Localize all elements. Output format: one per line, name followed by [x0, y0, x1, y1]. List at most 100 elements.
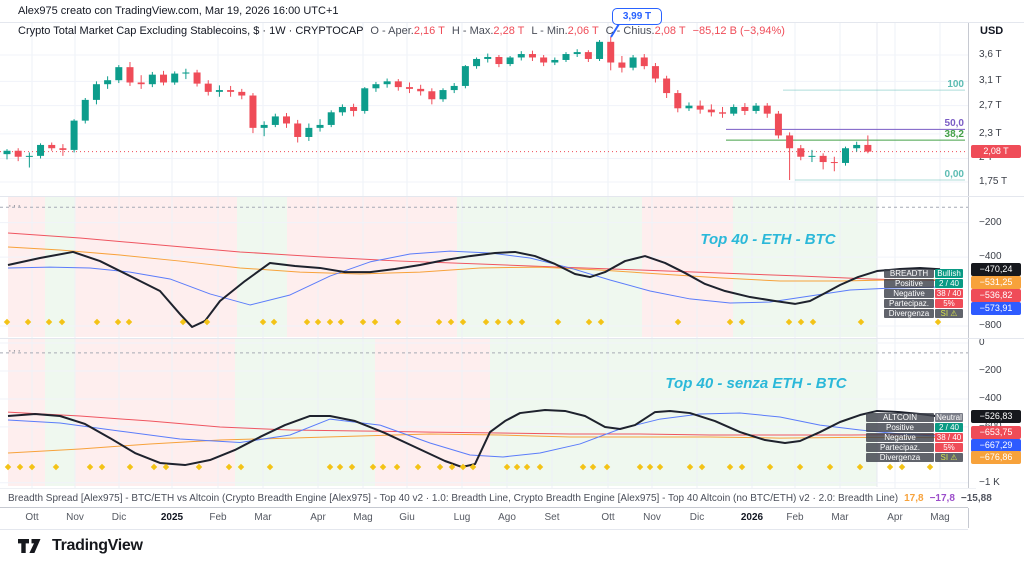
time-axis-label-2025: 2025 — [160, 512, 184, 523]
price-callout[interactable]: 3,99 T — [612, 8, 662, 25]
candlestick-series — [3, 36, 872, 180]
table-row-value: 2 / 40 — [935, 423, 963, 432]
panel1-value-badge: −531,25 — [971, 276, 1021, 289]
table-row-value: 38 / 40 — [935, 289, 963, 298]
time-axis-label-Feb: Feb — [209, 512, 227, 523]
grid — [0, 22, 968, 507]
breadth-table-row: Negative 38 / 40 — [884, 289, 963, 298]
table-row-label: Divergenza — [884, 309, 934, 318]
panel1-options-button[interactable]: ··· — [8, 200, 22, 212]
time-axis-label-Mar: Mar — [831, 512, 849, 523]
price-tick-2,3 T: 2,3 T — [979, 127, 1002, 139]
current-price-badge: 2,08 T — [971, 144, 1021, 158]
panel2-tick-−400: −400 — [979, 392, 1002, 404]
table-row-label: Negative — [866, 433, 934, 442]
panel1-tick-−200: −200 — [979, 216, 1002, 228]
breadth-breadth-line — [7, 250, 941, 328]
footer: TradingView — [18, 536, 143, 556]
breadth-ma-slow — [7, 232, 941, 282]
altcoin-breadth-bands — [8, 339, 877, 486]
table-row-value: SI ⚠ — [935, 309, 963, 318]
breadth-table-row: Partecipaz. 5% — [866, 443, 963, 452]
table-row-label: Positive — [866, 423, 934, 432]
tradingview-logo-text: TradingView — [52, 537, 143, 554]
ohlc-value: 2,28 T — [493, 25, 525, 37]
breadth-table-row: Negative 38 / 40 — [866, 433, 963, 442]
breadth-table-row: Divergenza SI ⚠ — [866, 453, 963, 462]
time-axis-label-Lug: Lug — [453, 512, 471, 523]
breadth-series — [7, 232, 941, 328]
time-axis-label-Mar: Mar — [254, 512, 272, 523]
fib-label-50,0: 50,0 — [944, 118, 964, 130]
ohlc-value: 2,16 T — [413, 25, 445, 37]
ohlc-label: O - Aper. — [370, 25, 414, 37]
time-axis-label-Dic: Dic — [689, 512, 705, 523]
altcoin-breadth-breadth-line — [7, 408, 941, 469]
breadth-ma-mid — [7, 246, 941, 282]
table-row-value: Bullish — [935, 269, 963, 278]
price-tick-3,6 T: 3,6 T — [979, 49, 1002, 60]
tradingview-logo-icon — [18, 539, 41, 553]
indicator-status-bar[interactable]: Breadth Spread [Alex975] - BTC/ETH vs Al… — [0, 488, 992, 508]
panel2-value-badge: −526,83 — [971, 410, 1021, 423]
time-axis-label-Apr: Apr — [310, 512, 326, 523]
panel2-value-badge: −667,29 — [971, 439, 1021, 452]
panel2-options-button[interactable]: ··· — [8, 345, 22, 357]
table-row-value: 2 / 40 — [935, 279, 963, 288]
altcoin-breadth-ma-fast — [7, 412, 941, 458]
time-axis-label-Feb: Feb — [786, 512, 804, 523]
table-row-value: 5% — [935, 443, 963, 452]
time-axis-label-Mag: Mag — [930, 512, 950, 523]
table-row-value: 5% — [935, 299, 963, 308]
ohlc-label: C - Chius. — [605, 25, 655, 37]
table-row-label: ALTCOIN BREADTH — [866, 413, 934, 431]
table-row-label: Partecipaz. — [884, 299, 934, 308]
panel1-tick-−800: −800 — [979, 319, 1002, 331]
status-value: −17,8 — [929, 493, 955, 504]
pane1-separator[interactable] — [0, 196, 1024, 197]
symbol-title[interactable]: Crypto Total Market Cap Excluding Stable… — [18, 25, 364, 37]
chart-canvas[interactable] — [0, 0, 968, 528]
panel2-value-badge: −653,75 — [971, 426, 1021, 439]
breadth-table-row: Positive 2 / 40 — [884, 279, 963, 288]
price-tick-2,7 T: 2,7 T — [979, 99, 1002, 111]
fib-label-38,2: 38,2 — [944, 129, 964, 141]
table-row-label: Negative — [884, 289, 934, 298]
time-axis[interactable]: Ott Nov Dic 2025 Feb Mar Apr Mag Giu Lug Ago Set Ott… — [0, 507, 968, 530]
time-axis-label-Nov: Nov — [66, 512, 84, 523]
indicator-name: Breadth Spread [Alex975] - BTC/ETH vs Al… — [8, 493, 899, 504]
ohlc-label: L - Min. — [531, 25, 568, 37]
panel1-value-badge: −470,24 — [971, 263, 1021, 276]
ohlc-label: H - Max. — [451, 25, 494, 37]
price-axis[interactable]: USD 3,6 T 3,1 T 2,7 T 2,3 T 2 T 1,75 T 2,08 T −… — [968, 22, 1024, 528]
table-row-value: 38 / 40 — [935, 433, 963, 442]
time-axis-label-2026: 2026 — [740, 512, 764, 523]
panel2-value-badge: −676,86 — [971, 451, 1021, 464]
panel2-tick-0: 0 — [979, 337, 985, 349]
panel2-tick-−200: −200 — [979, 364, 1002, 376]
fib-label-100: 100 — [947, 79, 964, 91]
pane2-separator[interactable] — [0, 338, 1024, 339]
altcoin-breadth-series — [7, 408, 941, 469]
symbol-legend[interactable]: Crypto Total Market Cap Excluding Stable… — [18, 25, 785, 37]
breadth-table-row: Divergenza SI ⚠ — [884, 309, 963, 318]
altcoin-breadth-ma-mid — [7, 433, 941, 454]
time-axis-label-Apr: Apr — [887, 512, 903, 523]
panel1-value-badge: −536,82 — [971, 289, 1021, 302]
altcoin-breadth-ma-slow — [7, 411, 941, 436]
breadth-table-row: Partecipaz. 5% — [884, 299, 963, 308]
fib-label-0,00: 0,00 — [944, 168, 964, 180]
panel1-tick-−400: −400 — [979, 251, 1002, 263]
price-tick-3,1 T: 3,1 T — [979, 75, 1002, 87]
breadth-status-table: BREADTH Bullish Positive 2 / 40 Negative 38 /… — [884, 269, 963, 319]
ohlc-value: 2,06 T — [567, 25, 599, 37]
table-row-value: SI ⚠ — [935, 453, 963, 462]
price-tick-2 T: 2 T — [979, 152, 994, 164]
panel1-value-badge: −573,91 — [971, 302, 1021, 315]
table-row-value: Neutral — [935, 413, 963, 422]
breadth-table-row: BREADTH Bullish — [884, 269, 963, 278]
time-axis-label-Ott: Ott — [25, 512, 39, 523]
time-axis-label-Nov: Nov — [643, 512, 661, 523]
price-tick-1,75 T: 1,75 T — [979, 176, 1008, 187]
breadth-table-row: ALTCOIN BREADTHNeutral — [866, 413, 963, 431]
